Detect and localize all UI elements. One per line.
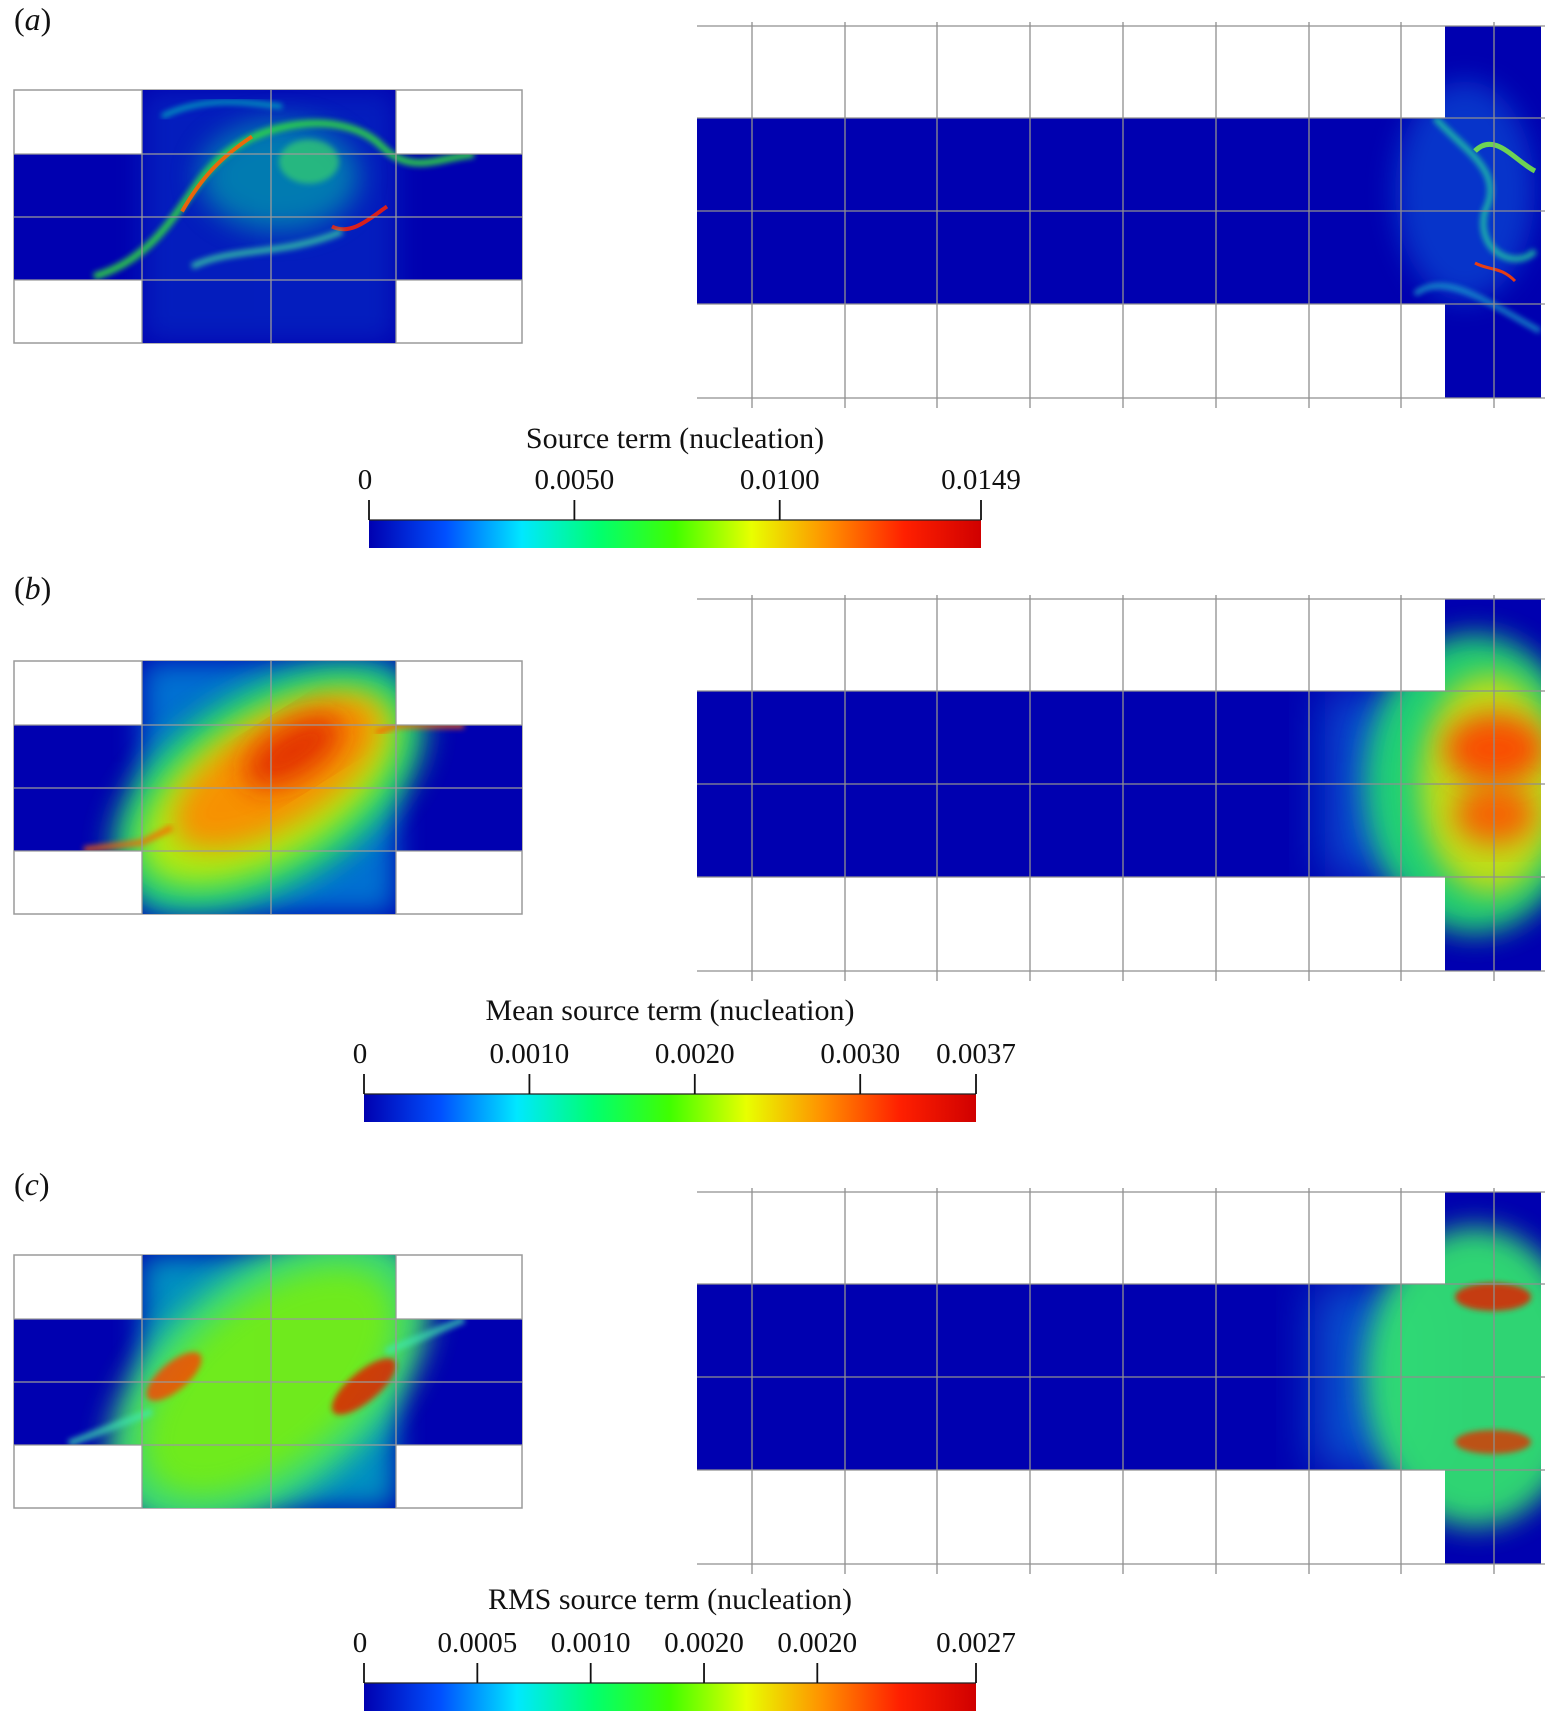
- colorbar-tick-label: 0.0020: [655, 1038, 735, 1070]
- colorbar-tick-label: 0.0005: [437, 1627, 517, 1659]
- colorbar-title: Mean source term (nucleation): [485, 994, 854, 1027]
- left-domain: [13, 660, 523, 915]
- right-domain: [697, 22, 1545, 408]
- panel-label: (a): [14, 1, 51, 37]
- colorbar-tick-label: 0: [353, 1627, 368, 1659]
- panel-c: (c) RMS source term (nucleation) 0 0.0005 0.…: [13, 1166, 1545, 1711]
- field-overlay: [1395, 81, 1541, 334]
- colorbar-tick-label: 0.0020: [777, 1627, 857, 1659]
- colorbar-tick-label: 0.0010: [490, 1038, 570, 1070]
- colorbar-tick-label: 0.0020: [664, 1627, 744, 1659]
- right-domain: [697, 595, 1545, 981]
- colorbar-gradient: [364, 1683, 976, 1711]
- colorbar-gradient: [364, 1094, 976, 1122]
- colorbar: RMS source term (nucleation) 0 0.0005 0.001…: [353, 1583, 1016, 1711]
- colorbar-tick-label: 0.0010: [551, 1627, 631, 1659]
- colorbar-tick-label: 0.0030: [820, 1038, 900, 1070]
- left-domain: [13, 89, 523, 344]
- colorbar-tick-label: 0.0100: [740, 464, 820, 496]
- colorbar-tick-label: 0.0149: [941, 464, 1021, 496]
- colorbar: Source term (nucleation) 0 0.0050 0.0100 0.0…: [358, 422, 1021, 548]
- panel-label: (b): [14, 570, 51, 606]
- colorbar-title: RMS source term (nucleation): [488, 1583, 852, 1616]
- panel-letter: a: [25, 1, 41, 37]
- colorbar-title: Source term (nucleation): [526, 422, 824, 455]
- right-domain: [697, 1188, 1545, 1574]
- panel-label: (c): [14, 1166, 50, 1202]
- colorbar-tick-label: 0.0050: [535, 464, 615, 496]
- panel-a: (a) Source term (nucleation) 0 0.0050 0.0100…: [13, 1, 1545, 548]
- colorbar: Mean source term (nucleation) 0 0.0010 0.00…: [353, 994, 1016, 1122]
- colorbar-tick-label: 0.0027: [936, 1627, 1016, 1659]
- colorbar-tick-label: 0.0037: [936, 1038, 1016, 1070]
- left-domain: [13, 1254, 523, 1509]
- panel-letter: c: [25, 1166, 39, 1202]
- panel-letter: b: [25, 570, 41, 606]
- colorbar-tick-label: 0: [358, 464, 373, 496]
- colorbar-gradient: [369, 520, 981, 548]
- panel-b: (b) Mean source term (nucleation) 0 0.0010 0…: [13, 570, 1545, 1122]
- colorbar-tick-label: 0: [353, 1038, 368, 1070]
